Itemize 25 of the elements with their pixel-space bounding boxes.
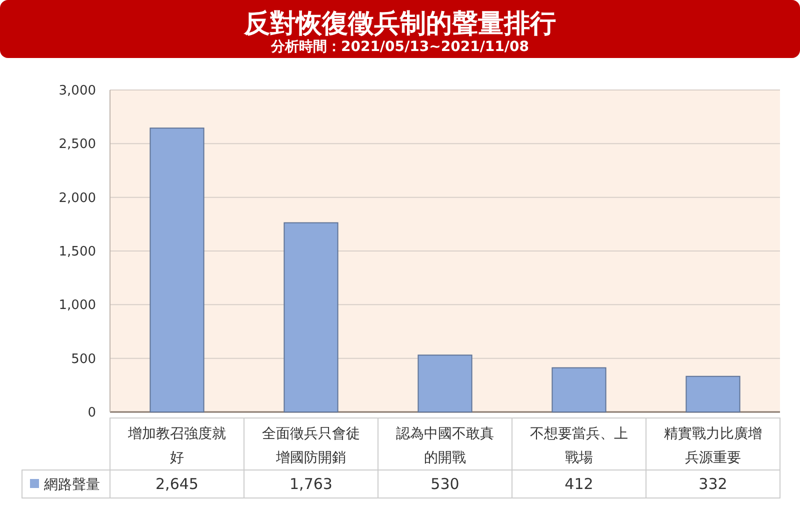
x-tick-label: 不想要當兵、上戰場 — [530, 426, 628, 466]
data-label: 2,645 — [156, 475, 198, 493]
legend-label: 網路聲量 — [43, 477, 100, 493]
data-label: 1,763 — [290, 475, 332, 493]
chart-subtitle: 分析時間：2021/05/13~2021/11/08 — [270, 39, 530, 55]
x-tick-label: 精實戰力比廣增兵源重要 — [664, 426, 762, 466]
bar — [150, 128, 204, 412]
bar — [284, 222, 338, 412]
data-label: 530 — [430, 475, 460, 493]
x-tick-label: 認為中國不敢真的開戰 — [396, 426, 494, 466]
y-tick-label: 3,000 — [58, 84, 96, 99]
data-label: 332 — [698, 475, 728, 493]
y-tick-label: 500 — [71, 352, 96, 367]
x-tick-label: 增加教召強度就好 — [127, 426, 226, 466]
bar — [552, 367, 606, 412]
chart-title: 反對恢復徵兵制的聲量排行 — [243, 9, 556, 39]
y-tick-label: 1,500 — [58, 244, 96, 260]
data-label: 412 — [564, 475, 594, 493]
y-tick-label: 1,000 — [58, 298, 96, 314]
y-tick-label: 2,000 — [58, 190, 96, 206]
y-tick-label: 0 — [88, 406, 96, 421]
bar — [686, 376, 740, 412]
x-tick-label: 全面徵兵只會徒增國防開銷 — [262, 426, 360, 466]
bar — [418, 354, 472, 412]
y-tick-label: 2,500 — [58, 137, 96, 152]
